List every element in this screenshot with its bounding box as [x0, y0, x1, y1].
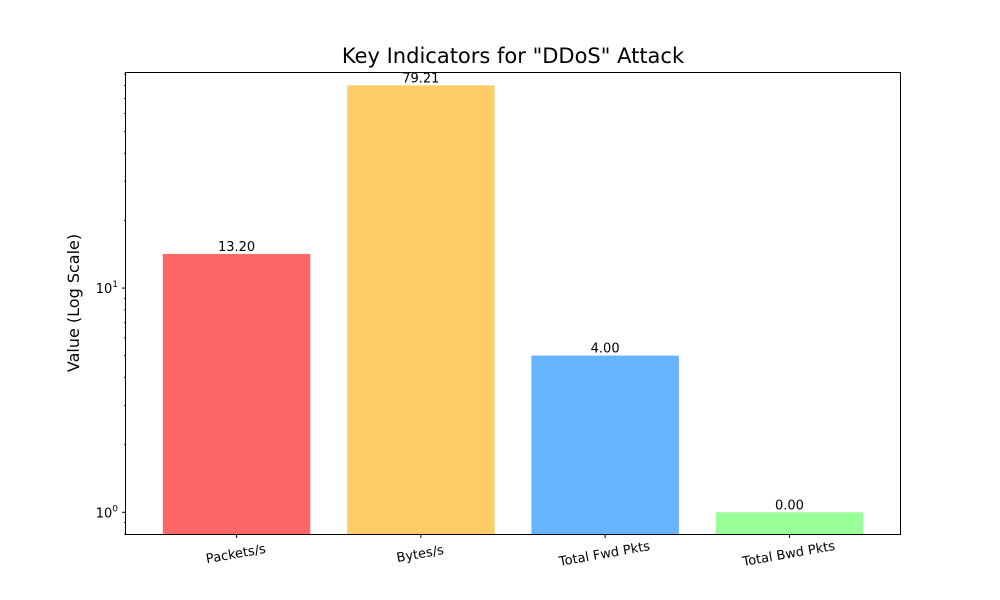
x-tick-label-1: Bytes/s: [395, 543, 445, 566]
data-label-0: 13.20: [218, 240, 255, 255]
data-label-2: 4.00: [591, 342, 620, 357]
bar-0: [162, 253, 311, 534]
x-axis-ticks: Packets/s Bytes/s Total Fwd Pkts Total Bwd …: [205, 534, 836, 570]
chart-title: Key Indicators for "DDoS" Attack: [342, 44, 685, 68]
x-tick-label-2: Total Fwd Pkts: [557, 539, 652, 570]
y-axis-label: Value (Log Scale): [64, 234, 83, 372]
bar-1: [347, 85, 495, 534]
y-tick-label-0: 100: [96, 504, 119, 521]
y-tick-label-1: 101: [96, 280, 118, 297]
x-tick-label-0: Packets/s: [205, 542, 267, 567]
y-axis-ticks: 100 101: [96, 73, 126, 535]
bar-2: [531, 355, 679, 534]
plot-frame: [125, 72, 901, 535]
bar-3: [715, 512, 864, 534]
bars-group: 13.20 79.21 4.00 0.00: [162, 71, 864, 534]
data-label-1: 79.21: [402, 71, 439, 86]
data-label-3: 0.00: [775, 498, 804, 513]
x-tick-label-3: Total Bwd Pkts: [740, 539, 836, 570]
